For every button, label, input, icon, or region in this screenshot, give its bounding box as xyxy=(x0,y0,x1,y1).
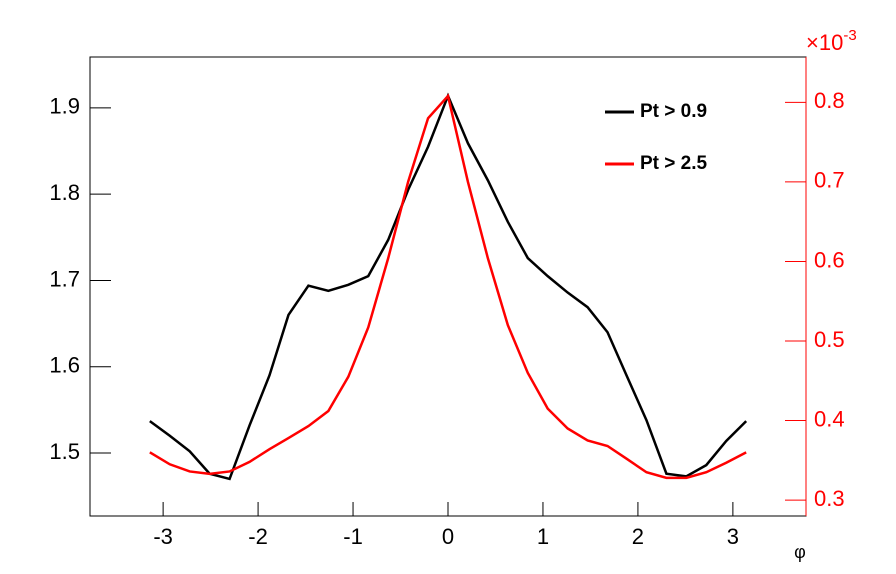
y-tick-label: 1.8 xyxy=(49,180,80,205)
y-tick-label: 1.7 xyxy=(49,266,80,291)
x-axis-label: φ xyxy=(794,542,806,562)
line-series xyxy=(149,93,747,480)
y-tick-label: 1.5 xyxy=(49,439,80,464)
x-tick-label: 1 xyxy=(537,524,549,549)
y2-tick-label: 0.5 xyxy=(814,327,845,352)
frame xyxy=(89,56,807,517)
x-tick-label: 3 xyxy=(727,524,739,549)
x-tick-label: 2 xyxy=(632,524,644,549)
x-tick-label: -1 xyxy=(343,524,363,549)
x-tick-label: -2 xyxy=(248,524,268,549)
x-tick-label: -3 xyxy=(153,524,173,549)
y2-tick-label: 0.3 xyxy=(814,486,845,511)
y2-tick-label: 0.7 xyxy=(814,168,845,193)
x-tick-label: 0 xyxy=(442,524,454,549)
y-tick-label: 1.6 xyxy=(49,353,80,378)
y2-tick-label: 0.4 xyxy=(814,406,845,431)
legend-label: Pt > 2.5 xyxy=(640,153,707,174)
y-tick-label: 1.9 xyxy=(49,94,80,119)
y2-multiplier-exponent: -3 xyxy=(843,27,856,44)
y2-tick-label: 0.6 xyxy=(814,247,845,272)
y2-multiplier: ×10-3 xyxy=(806,27,857,55)
legend-label: Pt > 0.9 xyxy=(640,101,707,122)
y2-multiplier-base: ×10 xyxy=(806,30,843,55)
y2-tick-label: 0.8 xyxy=(814,88,845,113)
